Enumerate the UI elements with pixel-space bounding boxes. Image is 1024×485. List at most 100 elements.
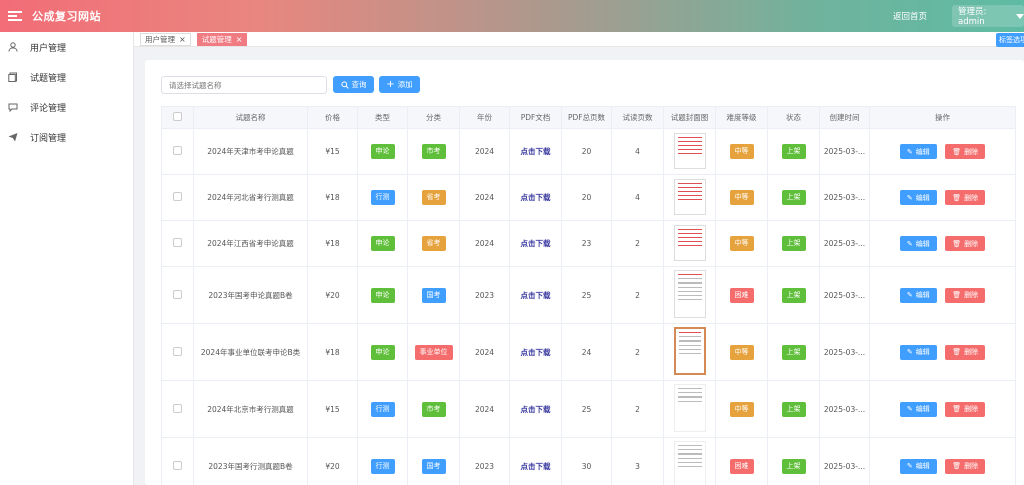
delete-button[interactable]: 🗑 删除 xyxy=(945,401,986,417)
add-button[interactable]: + 添加 xyxy=(379,76,420,93)
user-label: 管理员: admin xyxy=(958,7,987,27)
category-tag: 国考 xyxy=(421,287,446,303)
edit-icon: ✎ xyxy=(906,147,913,156)
price: ¥18 xyxy=(307,174,358,221)
caret-down-icon xyxy=(1016,13,1024,19)
edit-button[interactable]: ✎ 编辑 xyxy=(899,236,937,251)
pdf-download-link[interactable]: 点击下载 xyxy=(520,239,551,248)
edit-icon: ✎ xyxy=(906,405,913,413)
edit-button[interactable]: ✎ 编辑 xyxy=(899,458,937,474)
pdf-pages: 30 xyxy=(561,437,612,485)
send-icon xyxy=(8,132,18,142)
delete-button[interactable]: 🗑 删除 xyxy=(945,144,986,159)
table-row: 2024年河北省考行测真题 ¥18 行测 省考 2024 点击下载 20 4 中… xyxy=(161,174,1016,221)
type-cell: 申论 xyxy=(357,266,408,324)
status-cell: 上架 xyxy=(767,220,820,267)
trash-icon: 🗑 xyxy=(952,291,962,299)
select-all-checkbox[interactable] xyxy=(173,112,182,121)
search-input[interactable] xyxy=(161,76,327,94)
cover-thumbnail[interactable] xyxy=(673,441,706,485)
column-header: 价格 xyxy=(307,106,358,129)
status-cell: 上架 xyxy=(767,174,820,221)
tab-users[interactable]: 用户管理 × xyxy=(140,33,191,46)
status-cell: 上架 xyxy=(767,380,820,438)
cover-cell xyxy=(663,323,716,381)
cover-thumbnail[interactable] xyxy=(673,224,706,261)
edit-button[interactable]: ✎ 编辑 xyxy=(899,344,937,360)
sidebar-item-comments[interactable]: 评论管理 xyxy=(0,92,133,122)
type-cell: 行测 xyxy=(357,174,408,221)
trial-pages: 2 xyxy=(611,323,664,381)
row-checkbox[interactable] xyxy=(173,238,182,247)
cover-thumbnail[interactable] xyxy=(673,384,706,432)
difficulty-cell: 困难 xyxy=(715,266,768,324)
pdf-download-link[interactable]: 点击下载 xyxy=(520,147,551,156)
column-header: 年份 xyxy=(459,106,510,129)
status-tag: 上架 xyxy=(781,401,806,417)
cover-thumbnail[interactable] xyxy=(673,178,706,215)
cover-cell xyxy=(663,380,716,438)
edit-button[interactable]: ✎ 编辑 xyxy=(899,144,937,159)
difficulty-cell: 中等 xyxy=(715,323,768,381)
user-menu[interactable]: 管理员: admin xyxy=(952,5,1024,27)
pdf-download-link[interactable]: 点击下载 xyxy=(520,193,551,202)
row-checkbox[interactable] xyxy=(173,346,182,356)
row-checkbox[interactable] xyxy=(173,192,182,201)
query-button[interactable]: 查询 xyxy=(333,76,374,93)
edit-label: 编辑 xyxy=(915,291,930,299)
difficulty-cell: 中等 xyxy=(715,174,768,221)
row-checkbox[interactable] xyxy=(173,146,182,155)
close-icon[interactable]: × xyxy=(235,35,243,44)
pdf-download-link[interactable]: 点击下载 xyxy=(520,347,551,357)
table-row: 2024年江西省考申论真题 ¥18 申论 省考 2024 点击下载 23 2 中… xyxy=(161,220,1016,267)
sidebar-item-questions[interactable]: 试题管理 xyxy=(0,62,133,92)
cover-thumbnail[interactable] xyxy=(673,270,706,318)
type-tag: 行测 xyxy=(370,401,395,417)
pdf-download-link[interactable]: 点击下载 xyxy=(520,461,551,471)
cover-cell xyxy=(663,266,716,324)
delete-button[interactable]: 🗑 删除 xyxy=(945,344,986,360)
comment-icon xyxy=(8,102,18,113)
tab-options-button[interactable]: 标签选项 xyxy=(996,33,1024,47)
price: ¥18 xyxy=(307,220,358,267)
pdf-download-link[interactable]: 点击下载 xyxy=(520,404,551,414)
tab-questions[interactable]: 试题管理 × xyxy=(196,33,248,46)
pdf-pages: 24 xyxy=(561,323,612,381)
pdf-cell: 点击下载 xyxy=(509,323,562,381)
delete-button[interactable]: 🗑 删除 xyxy=(945,190,986,205)
user-icon xyxy=(8,42,18,52)
pdf-pages: 25 xyxy=(561,380,612,438)
edit-button[interactable]: ✎ 编辑 xyxy=(899,190,937,205)
column-header: 试题名称 xyxy=(193,106,308,129)
delete-button[interactable]: 🗑 删除 xyxy=(945,287,986,303)
top-header: 公成复习网站 返回首页 管理员: admin xyxy=(0,0,1024,32)
pdf-download-link[interactable]: 点击下载 xyxy=(520,290,551,300)
cover-thumbnail[interactable] xyxy=(673,327,706,375)
type-tag: 申论 xyxy=(370,236,395,251)
row-checkbox[interactable] xyxy=(173,289,182,299)
delete-button[interactable]: 🗑 删除 xyxy=(945,236,986,251)
sidebar-item-subscriptions[interactable]: 订阅管理 xyxy=(0,122,133,152)
home-link[interactable]: 返回首页 xyxy=(893,12,928,22)
row-checkbox[interactable] xyxy=(173,403,182,413)
pdf-cell: 点击下载 xyxy=(509,266,562,324)
difficulty-tag: 中等 xyxy=(729,401,754,417)
type-cell: 申论 xyxy=(357,128,408,175)
delete-button[interactable]: 🗑 删除 xyxy=(945,458,986,474)
difficulty-cell: 中等 xyxy=(715,128,768,175)
sidebar-item-users[interactable]: 用户管理 xyxy=(0,32,133,62)
trial-pages: 2 xyxy=(611,220,664,267)
type-cell: 申论 xyxy=(357,220,408,267)
row-checkbox[interactable] xyxy=(173,460,182,470)
created-time: 2025-03-... xyxy=(819,323,870,381)
edit-button[interactable]: ✎ 编辑 xyxy=(899,401,937,417)
cover-thumbnail[interactable] xyxy=(673,132,706,169)
year: 2023 xyxy=(459,437,510,485)
menu-toggle-icon[interactable] xyxy=(8,11,22,21)
edit-button[interactable]: ✎ 编辑 xyxy=(899,287,937,303)
close-icon[interactable]: × xyxy=(179,35,186,44)
table-row: 2024年事业单位联考申论B类 ¥18 申论 事业单位 2024 点击下载 24… xyxy=(161,323,1016,381)
trial-pages: 4 xyxy=(611,128,664,175)
delete-label: 删除 xyxy=(964,291,979,299)
category-cell: 省考 xyxy=(407,220,460,267)
